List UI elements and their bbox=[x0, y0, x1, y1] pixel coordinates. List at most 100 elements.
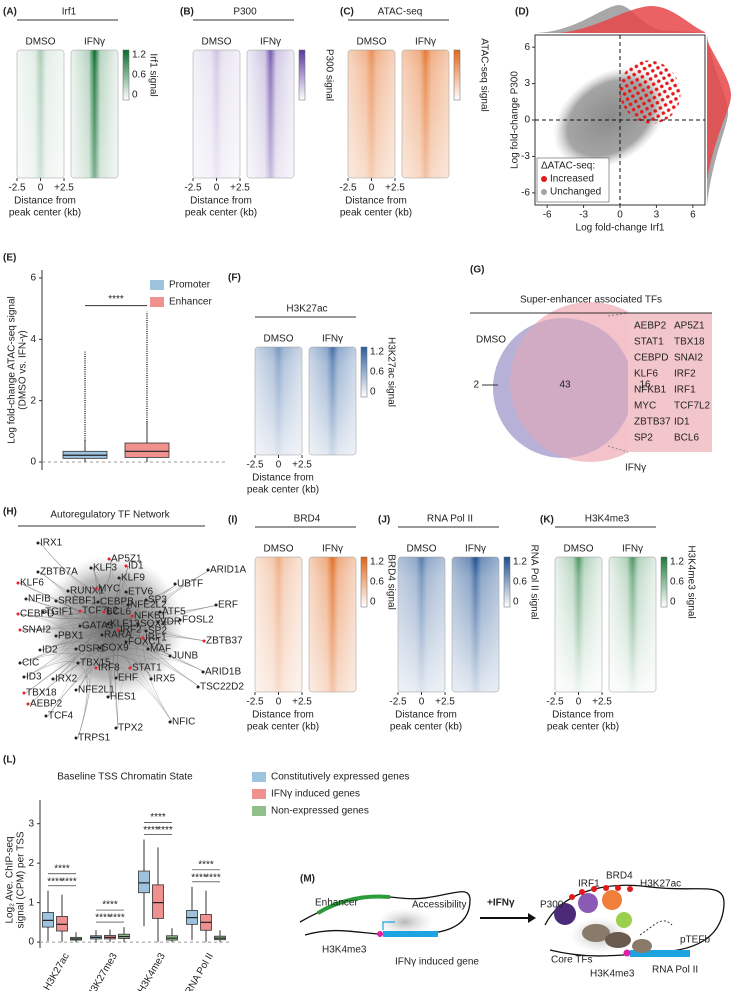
increased-points bbox=[619, 60, 681, 124]
x-tick-label: -2.5 bbox=[546, 697, 564, 708]
x-tick-label: -2.5 bbox=[339, 183, 357, 194]
heatmap-fade bbox=[308, 346, 357, 456]
network-node bbox=[149, 677, 153, 681]
condition-label: IFNγ bbox=[415, 37, 436, 48]
network-edge bbox=[101, 591, 129, 649]
panel-label: (C) bbox=[340, 7, 354, 18]
panel-title: RNA Pol II bbox=[427, 514, 473, 525]
network-edge bbox=[77, 601, 104, 691]
node-label: HES1 bbox=[110, 692, 137, 703]
node-label: CIC bbox=[22, 658, 39, 669]
network-edge bbox=[103, 583, 178, 636]
node-label: KLF13 bbox=[110, 619, 140, 630]
colorbar-tick-label: 1.2 bbox=[370, 557, 384, 568]
network-edge bbox=[21, 623, 141, 631]
box bbox=[124, 442, 170, 458]
condition-label: IFNγ bbox=[322, 334, 343, 345]
significance: **** bbox=[47, 876, 63, 887]
heatmap-fade bbox=[401, 49, 450, 179]
node-label: ATF5 bbox=[162, 607, 186, 618]
diagram-label: IFNγ induced gene bbox=[395, 957, 479, 968]
colorbar-tick-label: 0 bbox=[132, 90, 138, 101]
network-node bbox=[114, 676, 118, 680]
node-label: ETV6 bbox=[128, 587, 153, 598]
legend-label: Increased bbox=[550, 174, 594, 185]
panel-title: Irf1 bbox=[62, 7, 77, 18]
network-edge bbox=[21, 615, 135, 664]
node-label: NFE2L1 bbox=[78, 685, 115, 696]
colorbar bbox=[360, 346, 368, 398]
panel-label: (B) bbox=[180, 7, 194, 18]
network-node bbox=[54, 634, 58, 638]
significance: **** bbox=[143, 825, 159, 836]
legend-label: Promoter bbox=[169, 280, 211, 291]
x-tick-label: 0 bbox=[276, 460, 282, 471]
x-axis-label: Distance from bbox=[552, 710, 614, 721]
legend-label: IFNγ induced genes bbox=[271, 789, 360, 800]
diagram-label: BRD4 bbox=[606, 871, 633, 882]
panel-title: Autoregulatory TF Network bbox=[50, 510, 170, 521]
node-label: IRF2 bbox=[120, 625, 142, 636]
x-tick-label: 6 bbox=[690, 210, 696, 221]
y-tick-label: -3 bbox=[521, 151, 530, 162]
legend-swatch bbox=[252, 806, 266, 816]
node-label: IRX1 bbox=[40, 538, 63, 549]
h3k27ac-mark bbox=[627, 886, 633, 892]
network-node bbox=[96, 600, 100, 604]
tf-name: TBX18 bbox=[674, 337, 705, 348]
panel-label: (D) bbox=[515, 7, 529, 18]
network-node bbox=[18, 628, 22, 632]
colorbar-tick-label: 0.6 bbox=[670, 577, 684, 588]
x-tick-label: +2.5 bbox=[292, 697, 312, 708]
diagram-label: IRF1 bbox=[578, 879, 600, 890]
tf-name: CEBPD bbox=[634, 353, 668, 364]
venn-overlap bbox=[493, 318, 633, 458]
network-edge bbox=[29, 619, 183, 705]
network-node bbox=[102, 610, 106, 614]
y-tick-label: 2 bbox=[28, 858, 34, 869]
colorbar-tick-label: 1.2 bbox=[370, 347, 384, 358]
condition-label: DMSO bbox=[407, 544, 437, 555]
network-node bbox=[78, 609, 82, 613]
density-right bbox=[707, 40, 731, 180]
network-edge bbox=[79, 565, 129, 664]
network-node bbox=[178, 618, 182, 622]
set-label: DMSO bbox=[476, 335, 506, 346]
node-label: PBX1 bbox=[58, 631, 84, 642]
y-tick-label: 3 bbox=[524, 78, 530, 89]
network-edge bbox=[39, 571, 129, 643]
y-tick-label: 2 bbox=[30, 395, 36, 406]
node-label: UBTF bbox=[177, 579, 203, 590]
y-axis-label: signal (CPM) per TSS bbox=[16, 831, 27, 928]
x-axis-label: peak center (kb) bbox=[185, 208, 257, 219]
x-tick-label: +2.5 bbox=[230, 183, 250, 194]
diagram-label: P300 bbox=[540, 900, 564, 911]
node-label: SOX9 bbox=[102, 643, 129, 654]
network-edge bbox=[105, 604, 219, 619]
x-axis-label: Distance from bbox=[345, 196, 407, 207]
heatmap-fade bbox=[397, 556, 446, 693]
network-node bbox=[106, 622, 110, 626]
node-label: NFKB1 bbox=[134, 611, 167, 622]
x-axis-label: peak center (kb) bbox=[547, 722, 619, 733]
network-edge bbox=[110, 558, 207, 642]
h3k27ac-mark bbox=[569, 894, 575, 900]
x-tick-label: +2.5 bbox=[435, 697, 455, 708]
network-node bbox=[41, 610, 45, 614]
y-tick-label: 0 bbox=[524, 115, 530, 126]
y-tick-label: 0 bbox=[28, 937, 34, 948]
x-tick-label: +2.5 bbox=[54, 183, 74, 194]
network-edge bbox=[39, 542, 112, 590]
network-node bbox=[44, 714, 48, 718]
network-node bbox=[201, 670, 205, 674]
colorbar-tick-label: 0 bbox=[513, 597, 519, 608]
x-tick-label: H3K27ac bbox=[42, 951, 72, 991]
node-label: CEBPD bbox=[20, 609, 54, 620]
colorbar-tick-label: 1.2 bbox=[132, 50, 146, 61]
h3k4me3-mark bbox=[377, 931, 383, 937]
significance: **** bbox=[109, 913, 125, 924]
colorbar bbox=[453, 49, 461, 101]
x-axis-label: Distance from bbox=[395, 710, 457, 721]
node-label: TPX2 bbox=[118, 723, 143, 734]
